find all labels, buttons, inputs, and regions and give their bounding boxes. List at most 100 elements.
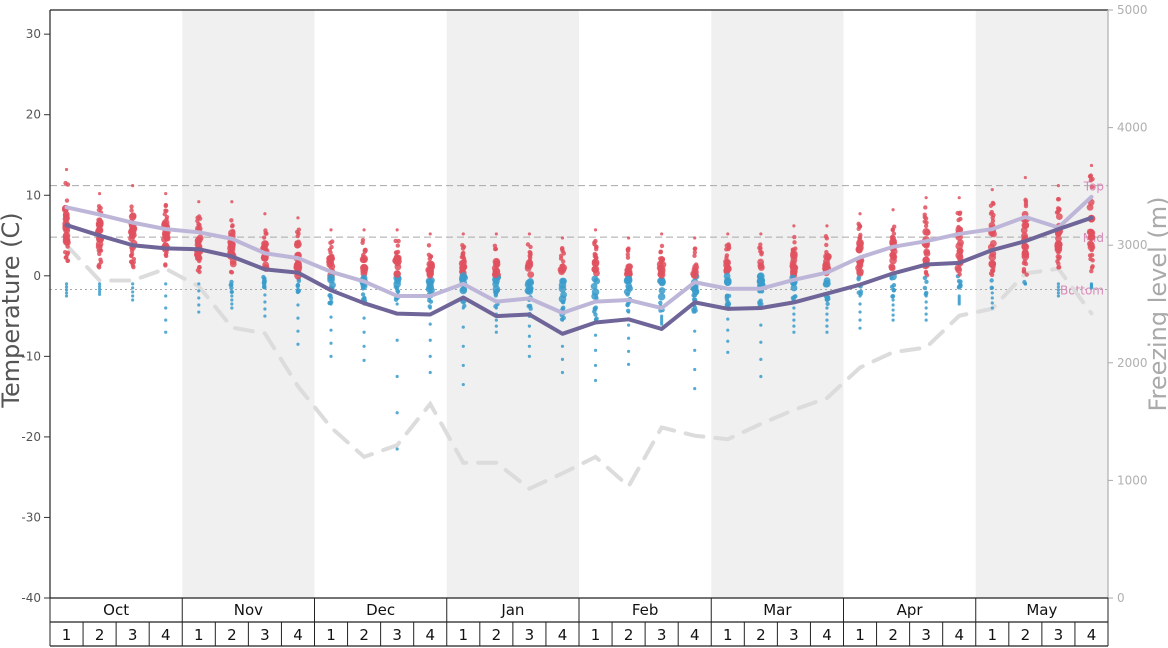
data-point xyxy=(164,208,169,214)
data-point xyxy=(131,256,137,262)
month-label: May xyxy=(1026,601,1057,619)
outlier-point xyxy=(296,303,300,307)
data-point xyxy=(65,258,71,263)
month-label: Nov xyxy=(234,601,263,619)
outlier-point xyxy=(131,294,135,298)
outlier-point xyxy=(693,329,697,333)
data-point xyxy=(624,275,633,284)
data-point xyxy=(1021,221,1030,230)
week-label: 2 xyxy=(756,626,766,644)
outlier-point xyxy=(461,344,465,348)
outlier-point xyxy=(296,216,300,220)
outlier-point xyxy=(97,290,102,294)
month-band xyxy=(182,10,315,598)
data-point xyxy=(989,278,994,283)
week-label: 2 xyxy=(1021,626,1031,644)
data-point xyxy=(1090,184,1095,190)
data-point xyxy=(1054,240,1063,248)
data-point xyxy=(726,293,732,299)
data-point xyxy=(229,224,235,229)
outlier-point xyxy=(858,318,862,322)
outlier-point xyxy=(329,302,333,306)
data-point xyxy=(593,247,599,252)
outlier-point xyxy=(428,338,432,342)
data-point xyxy=(989,268,995,273)
outlier-point xyxy=(626,236,631,240)
outlier-point xyxy=(924,312,928,316)
data-point xyxy=(129,204,134,209)
outlier-point xyxy=(1023,282,1027,286)
outlier-point xyxy=(64,167,69,172)
data-point xyxy=(558,295,567,303)
data-point xyxy=(591,265,600,274)
data-point xyxy=(889,237,897,246)
outlier-point xyxy=(560,236,565,240)
y-tick-label: -10 xyxy=(21,349,41,363)
outlier-point xyxy=(924,300,928,304)
data-point xyxy=(525,285,534,294)
data-point xyxy=(62,210,70,218)
data-point xyxy=(922,219,927,224)
week-labels: 1 2 3 4 1 2 3 4 1 2 3 4 1 2 3 4 1 2 3 4 1 2 3 4 1 2 3 4 1 2 3 4 xyxy=(49,622,1109,647)
data-point xyxy=(558,265,567,274)
outlier-point xyxy=(395,374,399,379)
data-point xyxy=(690,271,699,280)
data-point xyxy=(726,243,732,248)
outlier-point xyxy=(990,301,994,305)
outlier-point xyxy=(660,322,664,326)
data-point xyxy=(1087,233,1096,242)
data-point xyxy=(327,254,335,262)
outlier-point xyxy=(527,324,532,328)
data-point xyxy=(395,288,400,294)
data-point xyxy=(1086,203,1094,211)
data-point xyxy=(129,208,134,213)
data-point xyxy=(1024,272,1029,277)
data-point xyxy=(360,292,366,297)
data-point xyxy=(98,257,103,262)
outlier-point xyxy=(924,294,928,298)
outlier-point xyxy=(693,367,697,372)
outlier-point xyxy=(726,328,730,332)
secondary-y-axis-label: Freezing level (m) xyxy=(1144,196,1168,411)
outlier-point xyxy=(263,286,267,290)
data-point xyxy=(161,229,170,238)
data-point xyxy=(296,278,302,284)
outlier-point xyxy=(626,349,631,353)
data-point xyxy=(658,300,663,306)
data-point xyxy=(824,242,829,248)
outlier-point xyxy=(759,357,763,361)
outlier-point xyxy=(527,354,532,358)
axes xyxy=(49,9,1109,598)
data-point xyxy=(890,227,895,233)
freezing-level-series xyxy=(64,243,1094,491)
month-label: Feb xyxy=(632,601,659,619)
data-point xyxy=(889,256,897,265)
data-point xyxy=(1056,265,1062,270)
data-point xyxy=(922,285,928,291)
data-point xyxy=(262,279,267,284)
y-tick-label: 30 xyxy=(26,27,41,41)
week-label: 3 xyxy=(921,626,931,644)
outlier-point xyxy=(329,354,333,358)
y2-tick-label: 3000 xyxy=(1117,238,1148,252)
week-label: 2 xyxy=(227,626,237,644)
data-point xyxy=(161,219,170,227)
outlier-point xyxy=(64,282,69,286)
outlier-point xyxy=(990,291,994,295)
data-point xyxy=(525,242,531,247)
week-label: 3 xyxy=(128,626,138,644)
outlier-point xyxy=(858,294,862,298)
data-point xyxy=(724,255,729,260)
outlier-point xyxy=(362,330,366,334)
outlier-point xyxy=(263,307,267,311)
data-point xyxy=(956,279,962,284)
data-point xyxy=(527,303,533,309)
outlier-point xyxy=(131,298,135,302)
data-point xyxy=(393,255,401,263)
outlier-point xyxy=(990,188,994,192)
outlier-point xyxy=(593,363,598,368)
data-point xyxy=(1090,264,1095,269)
data-point xyxy=(128,212,137,221)
week-label: 4 xyxy=(690,626,700,644)
outlier-point xyxy=(362,228,366,232)
